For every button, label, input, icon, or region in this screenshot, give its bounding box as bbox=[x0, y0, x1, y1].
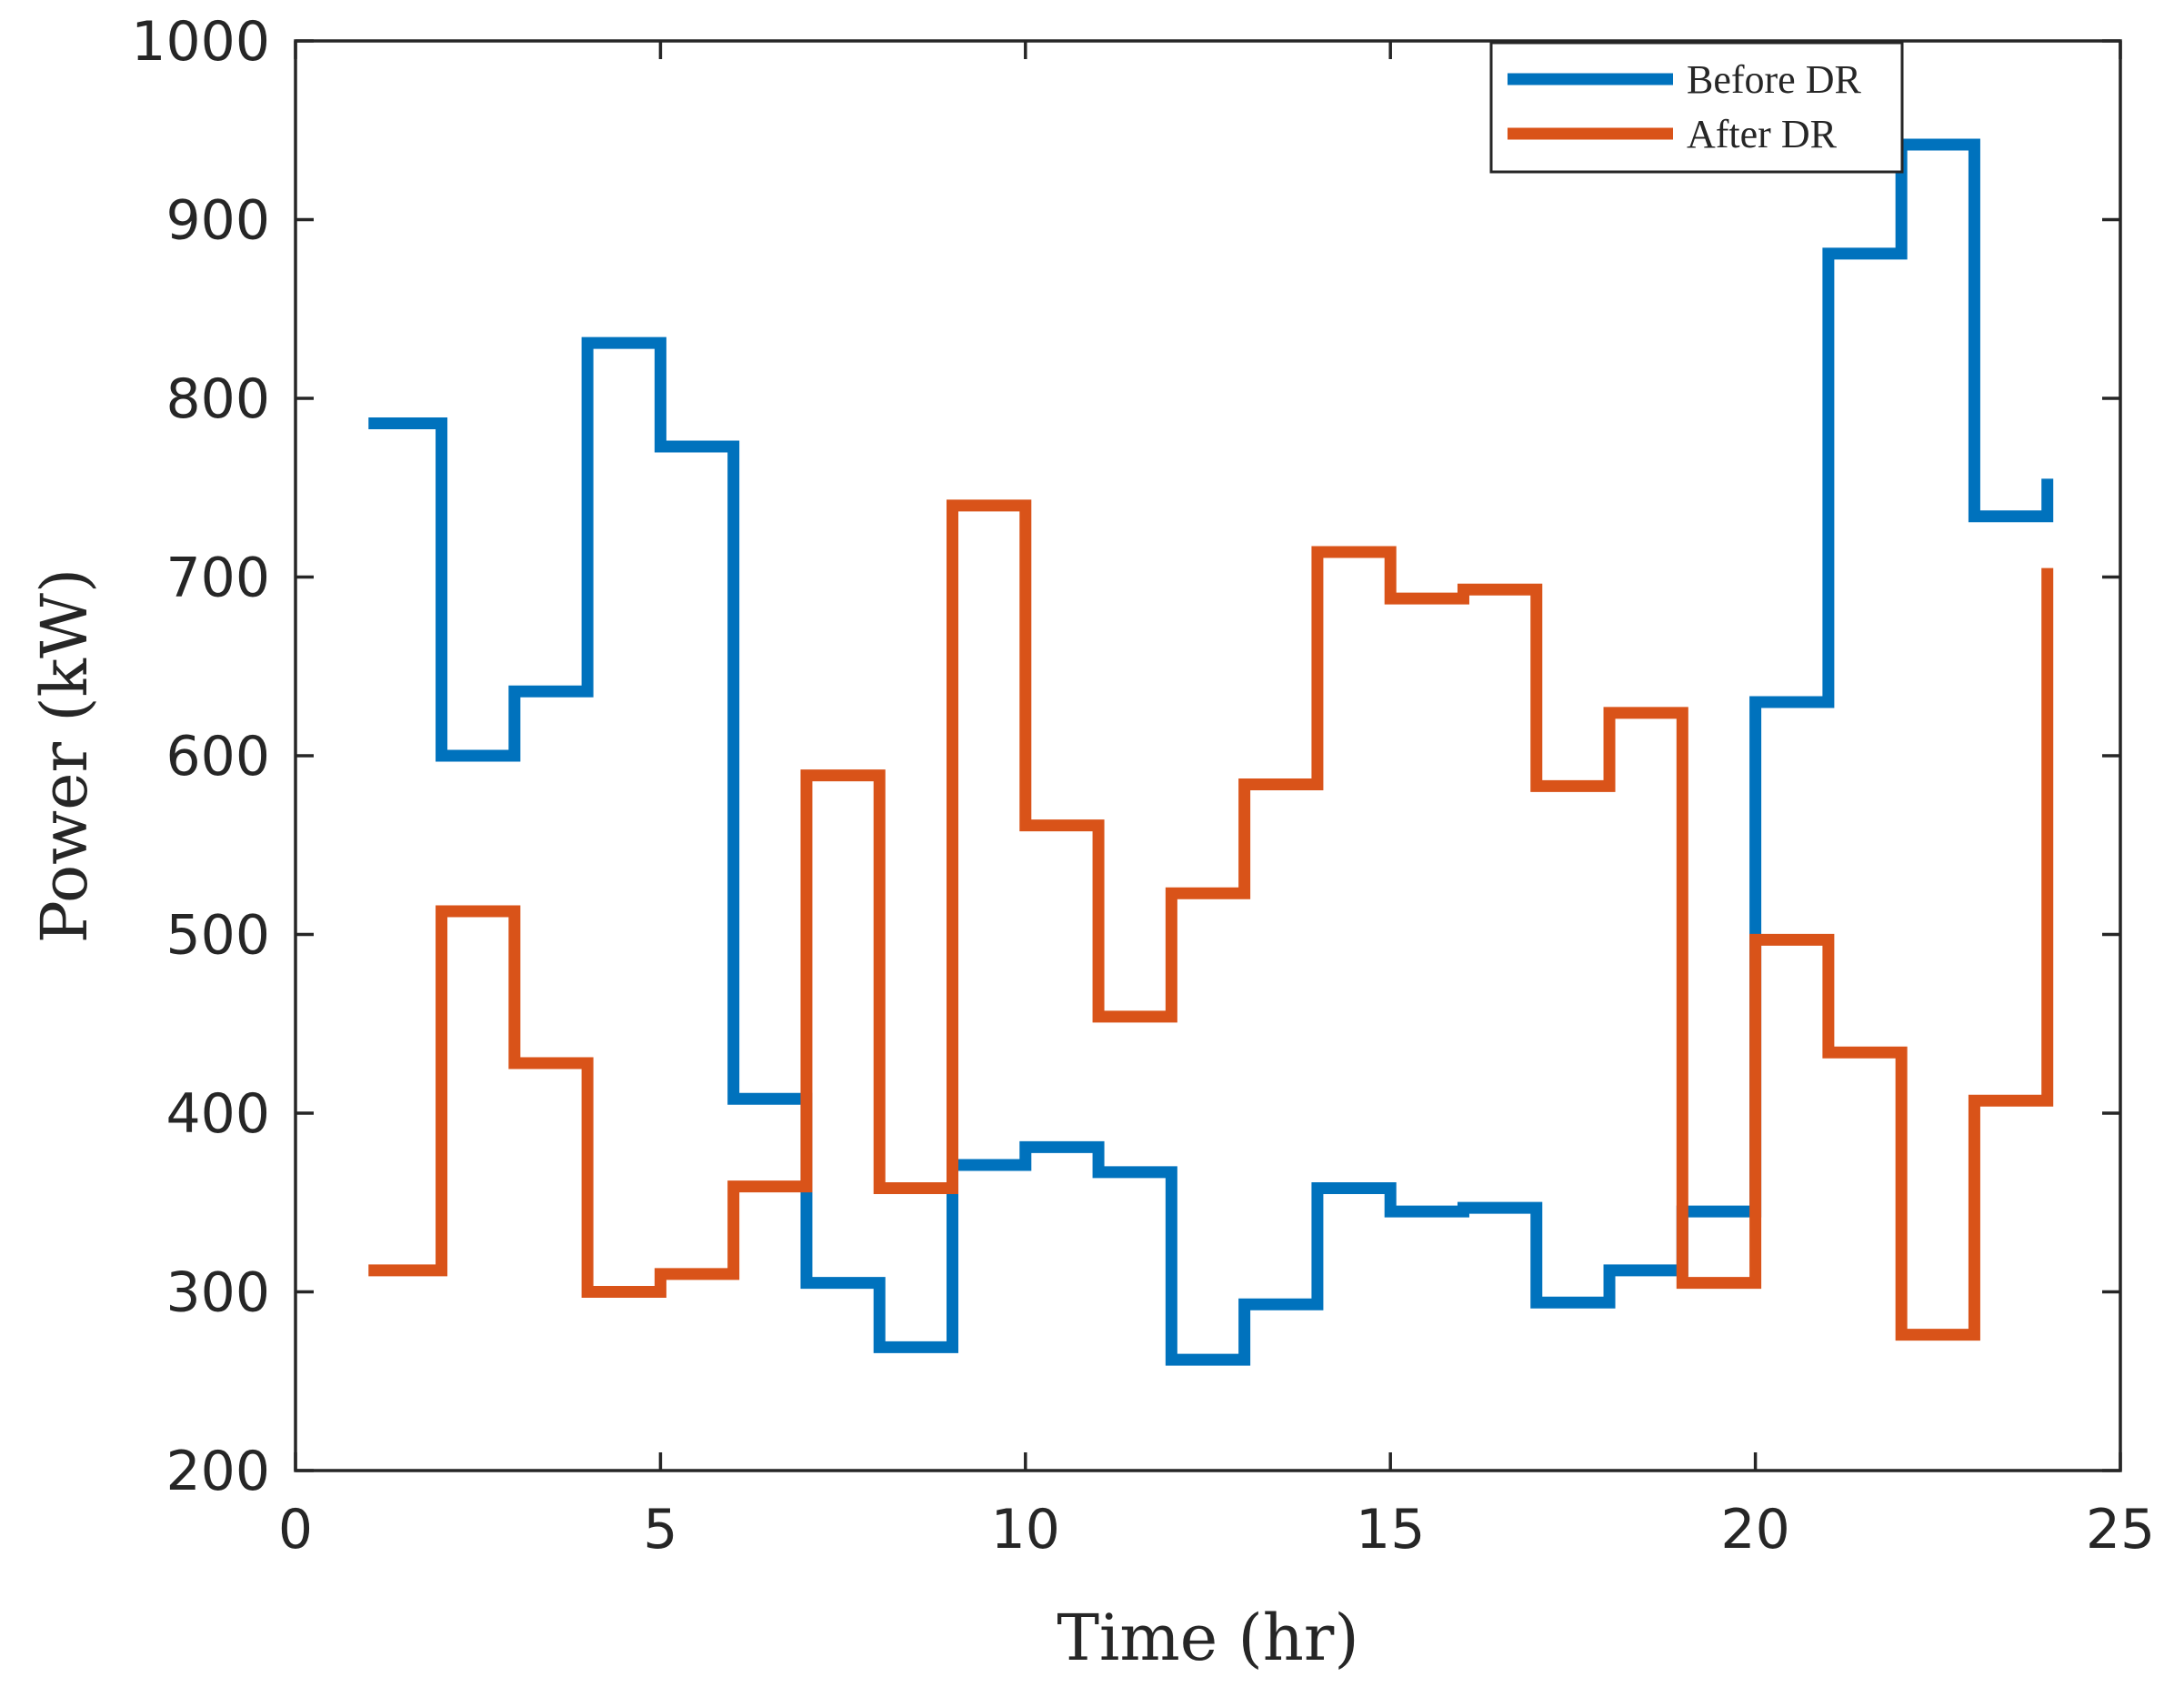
x-tick-label: 5 bbox=[643, 1498, 677, 1561]
series-layer bbox=[368, 138, 2054, 1366]
y-tick-label: 400 bbox=[165, 1082, 270, 1146]
y-tick-label: 900 bbox=[165, 189, 270, 253]
y-tick-label: 1000 bbox=[131, 10, 270, 74]
x-tick-label: 20 bbox=[1720, 1498, 1789, 1561]
x-tick-label: 25 bbox=[2086, 1498, 2155, 1561]
legend-label: Before DR bbox=[1687, 57, 1861, 102]
series-line-before-dr bbox=[368, 138, 2054, 1366]
y-tick-label: 700 bbox=[165, 547, 270, 610]
y-tick-label: 300 bbox=[165, 1261, 270, 1325]
x-axis-label: Time (hr) bbox=[1057, 1601, 1358, 1675]
series-line-after-dr bbox=[368, 499, 2054, 1341]
x-tick-label: 10 bbox=[991, 1498, 1060, 1561]
plot-background bbox=[296, 41, 2120, 1471]
plot-area bbox=[296, 41, 2120, 1471]
legend: Before DR After DR bbox=[1489, 41, 1904, 174]
ticks: 0 5 10 15 20 25 200 300 400 500 600 700 800 900 1000 bbox=[131, 10, 2155, 1561]
y-tick-label: 600 bbox=[165, 725, 270, 788]
y-axis-label: Power (kW) bbox=[27, 568, 102, 943]
x-tick-label: 15 bbox=[1356, 1498, 1425, 1561]
legend-box bbox=[1489, 41, 1904, 174]
legend-label: After DR bbox=[1687, 112, 1838, 156]
x-tick-label: 0 bbox=[278, 1498, 313, 1561]
y-tick-label: 200 bbox=[165, 1440, 270, 1503]
y-tick-label: 500 bbox=[165, 904, 270, 968]
y-tick-label: 800 bbox=[165, 367, 270, 431]
